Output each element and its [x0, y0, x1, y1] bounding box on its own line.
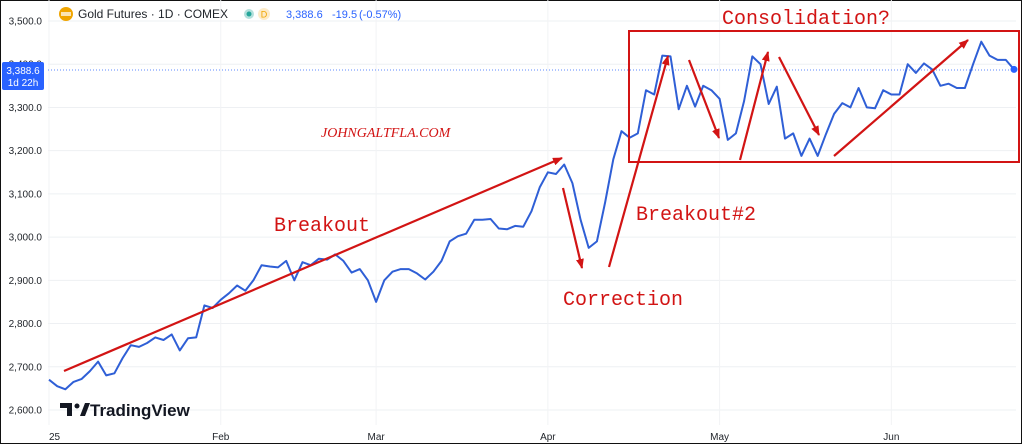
- x-tick-label: 25: [49, 432, 61, 443]
- x-axis: 25 Feb Mar Apr May Jun: [49, 432, 899, 443]
- correction-arrow: [561, 187, 584, 269]
- annotation-arrows: [63, 39, 969, 373]
- x-tick-label: Mar: [368, 432, 386, 443]
- x-tick-label: May: [710, 432, 729, 443]
- tradingview-logo: TradingView: [60, 401, 191, 420]
- correction-label: Correction: [563, 289, 683, 312]
- last-price-dot: [1010, 65, 1018, 73]
- watermark-text: JOHNGALTFLA.COM: [321, 126, 452, 141]
- y-tick-label: 3,200.0: [9, 146, 43, 157]
- gold-bar-icon: [61, 12, 71, 16]
- tradingview-logo-text: TradingView: [90, 401, 191, 420]
- y-tick-label: 2,900.0: [9, 276, 43, 287]
- x-tick-label: Apr: [540, 432, 556, 443]
- tradingview-icon: [60, 403, 72, 416]
- y-tick-label: 3,500.0: [9, 17, 43, 28]
- y-tick-label: 3,000.0: [9, 233, 43, 244]
- consolidation-label: Consolidation?: [722, 8, 890, 31]
- price-series-line: [48, 40, 1015, 391]
- price-tag-box: [2, 62, 44, 90]
- y-tick-label: 2,700.0: [9, 362, 43, 373]
- breakout-arrow: [63, 156, 563, 373]
- price-change-pct: (-0.57%): [359, 9, 401, 21]
- x-tick-label: Feb: [212, 432, 230, 443]
- series-gold-futures: [48, 40, 1015, 391]
- symbol-header[interactable]: Gold Futures · 1D · COMEX D 3,388.6 -19.…: [59, 7, 401, 21]
- y-tick-label: 3,100.0: [9, 189, 43, 200]
- consolidation-box: [628, 30, 1020, 163]
- rally-arrow: [738, 51, 770, 161]
- price-tag-price: 3,388.6: [6, 66, 40, 77]
- y-tick-label: 2,600.0: [9, 406, 43, 417]
- pullback-arrow-2: [778, 56, 820, 136]
- grid: [48, 0, 1016, 425]
- market-status-dot: [246, 11, 252, 17]
- breakout2-label: Breakout#2: [636, 204, 756, 227]
- price-tag-countdown: 1d 22h: [8, 78, 39, 89]
- price-change: -19.5: [332, 9, 357, 21]
- x-tick-label: Jun: [883, 432, 899, 443]
- delayed-badge-label: D: [261, 10, 268, 20]
- price-tag: 3,388.6 1d 22h: [2, 62, 44, 90]
- y-tick-label: 3,300.0: [9, 103, 43, 114]
- breakout-label: Breakout: [274, 215, 370, 238]
- delayed-badge-icon: [258, 8, 270, 20]
- consolidation-uptrend-arrow: [833, 39, 969, 157]
- symbol-title: Gold Futures · 1D · COMEX: [78, 7, 228, 21]
- breakout2-arrow: [607, 55, 670, 268]
- last-price-value: 3,388.6: [286, 9, 323, 21]
- pullback-arrow-1: [687, 59, 721, 139]
- y-tick-label: 2,800.0: [9, 319, 43, 330]
